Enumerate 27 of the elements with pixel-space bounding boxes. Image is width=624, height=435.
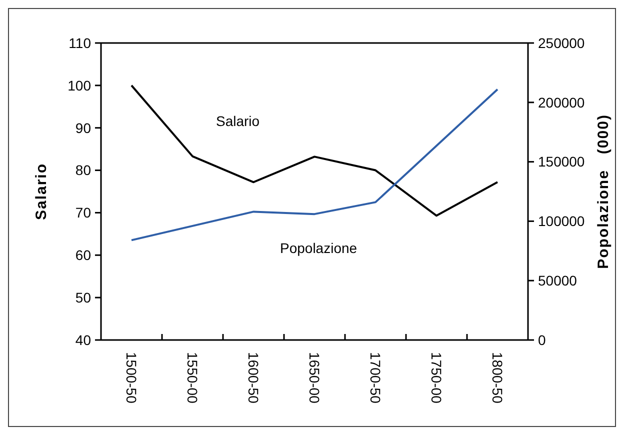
y-tick-label: 80 xyxy=(75,162,92,178)
line-series xyxy=(130,84,498,217)
y-tick-label: 50 xyxy=(75,289,92,306)
x-tick-label: 1600-50 xyxy=(246,352,262,404)
y2-tick-label: 200000 xyxy=(538,94,585,110)
y2-tick-label: 50000 xyxy=(538,272,578,288)
y2-axis-title: Popolazione (000) xyxy=(595,114,612,269)
y-tick-label: 100 xyxy=(68,77,92,94)
x-tick-label: 1500-50 xyxy=(124,352,140,404)
y2-tick-label: 150000 xyxy=(538,154,585,170)
y-tick-label: 110 xyxy=(68,34,92,51)
x-tick-label: 1800-50 xyxy=(490,352,506,404)
y2-tick-label: 250000 xyxy=(538,34,585,51)
y-tick-label: 40 xyxy=(75,332,92,348)
y-axis-title: Salario xyxy=(33,162,50,220)
text: Salario xyxy=(216,113,260,129)
y2-tick-label: 0 xyxy=(538,332,546,348)
y2-tick-label: 100000 xyxy=(538,213,585,230)
y-tick-label: 70 xyxy=(75,204,92,221)
x-tick-label: 1650-00 xyxy=(306,352,323,404)
y-tick-label: 60 xyxy=(75,247,92,264)
x-tick-label: 1750-00 xyxy=(428,352,445,404)
y-tick-label: 90 xyxy=(75,120,92,136)
x-tick-label: 1700-50 xyxy=(368,352,384,404)
line-series xyxy=(130,88,498,242)
x-tick-label: 1550-00 xyxy=(184,352,201,404)
series-label: Popolazione xyxy=(280,240,358,256)
